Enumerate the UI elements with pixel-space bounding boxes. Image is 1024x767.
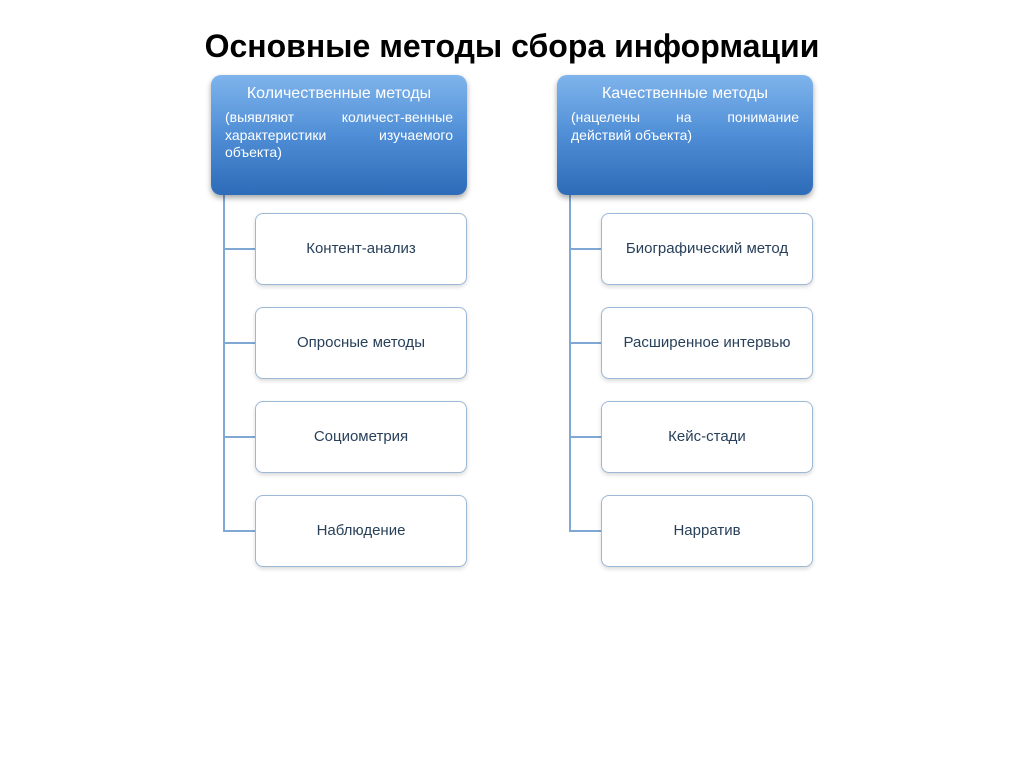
list-item: Контент-анализ — [255, 213, 467, 285]
connector-elbow — [569, 342, 601, 344]
list-item: Расширенное интервью — [601, 307, 813, 379]
connector-elbow — [569, 530, 601, 532]
items-wrap: Контент-анализ Опросные методы Социометр… — [211, 213, 467, 567]
header-subtitle: (нацелены на понимание действий объекта) — [571, 109, 799, 144]
column-qualitative: Качественные методы (нацелены на пониман… — [557, 75, 813, 567]
connector-elbow — [223, 530, 255, 532]
connector-elbow — [223, 436, 255, 438]
header-title: Количественные методы — [225, 85, 453, 103]
columns-container: Количественные методы (выявляют количест… — [0, 75, 1024, 567]
list-item: Кейс-стади — [601, 401, 813, 473]
list-item: Опросные методы — [255, 307, 467, 379]
header-subtitle: (выявляют количест-венные характеристики… — [225, 109, 453, 162]
connector-elbow — [569, 248, 601, 250]
column-quantitative: Количественные методы (выявляют количест… — [211, 75, 467, 567]
header-quantitative: Количественные методы (выявляют количест… — [211, 75, 467, 195]
items-wrap: Биографический метод Расширенное интервь… — [557, 213, 813, 567]
connector-elbow — [223, 248, 255, 250]
connector-elbow — [223, 342, 255, 344]
header-qualitative: Качественные методы (нацелены на пониман… — [557, 75, 813, 195]
header-title: Качественные методы — [571, 85, 799, 103]
page-title: Основные методы сбора информации — [0, 0, 1024, 75]
connector-elbow — [569, 436, 601, 438]
list-item: Биографический метод — [601, 213, 813, 285]
list-item: Нарратив — [601, 495, 813, 567]
list-item: Социометрия — [255, 401, 467, 473]
connector-spine — [569, 195, 571, 531]
connector-spine — [223, 195, 225, 531]
list-item: Наблюдение — [255, 495, 467, 567]
